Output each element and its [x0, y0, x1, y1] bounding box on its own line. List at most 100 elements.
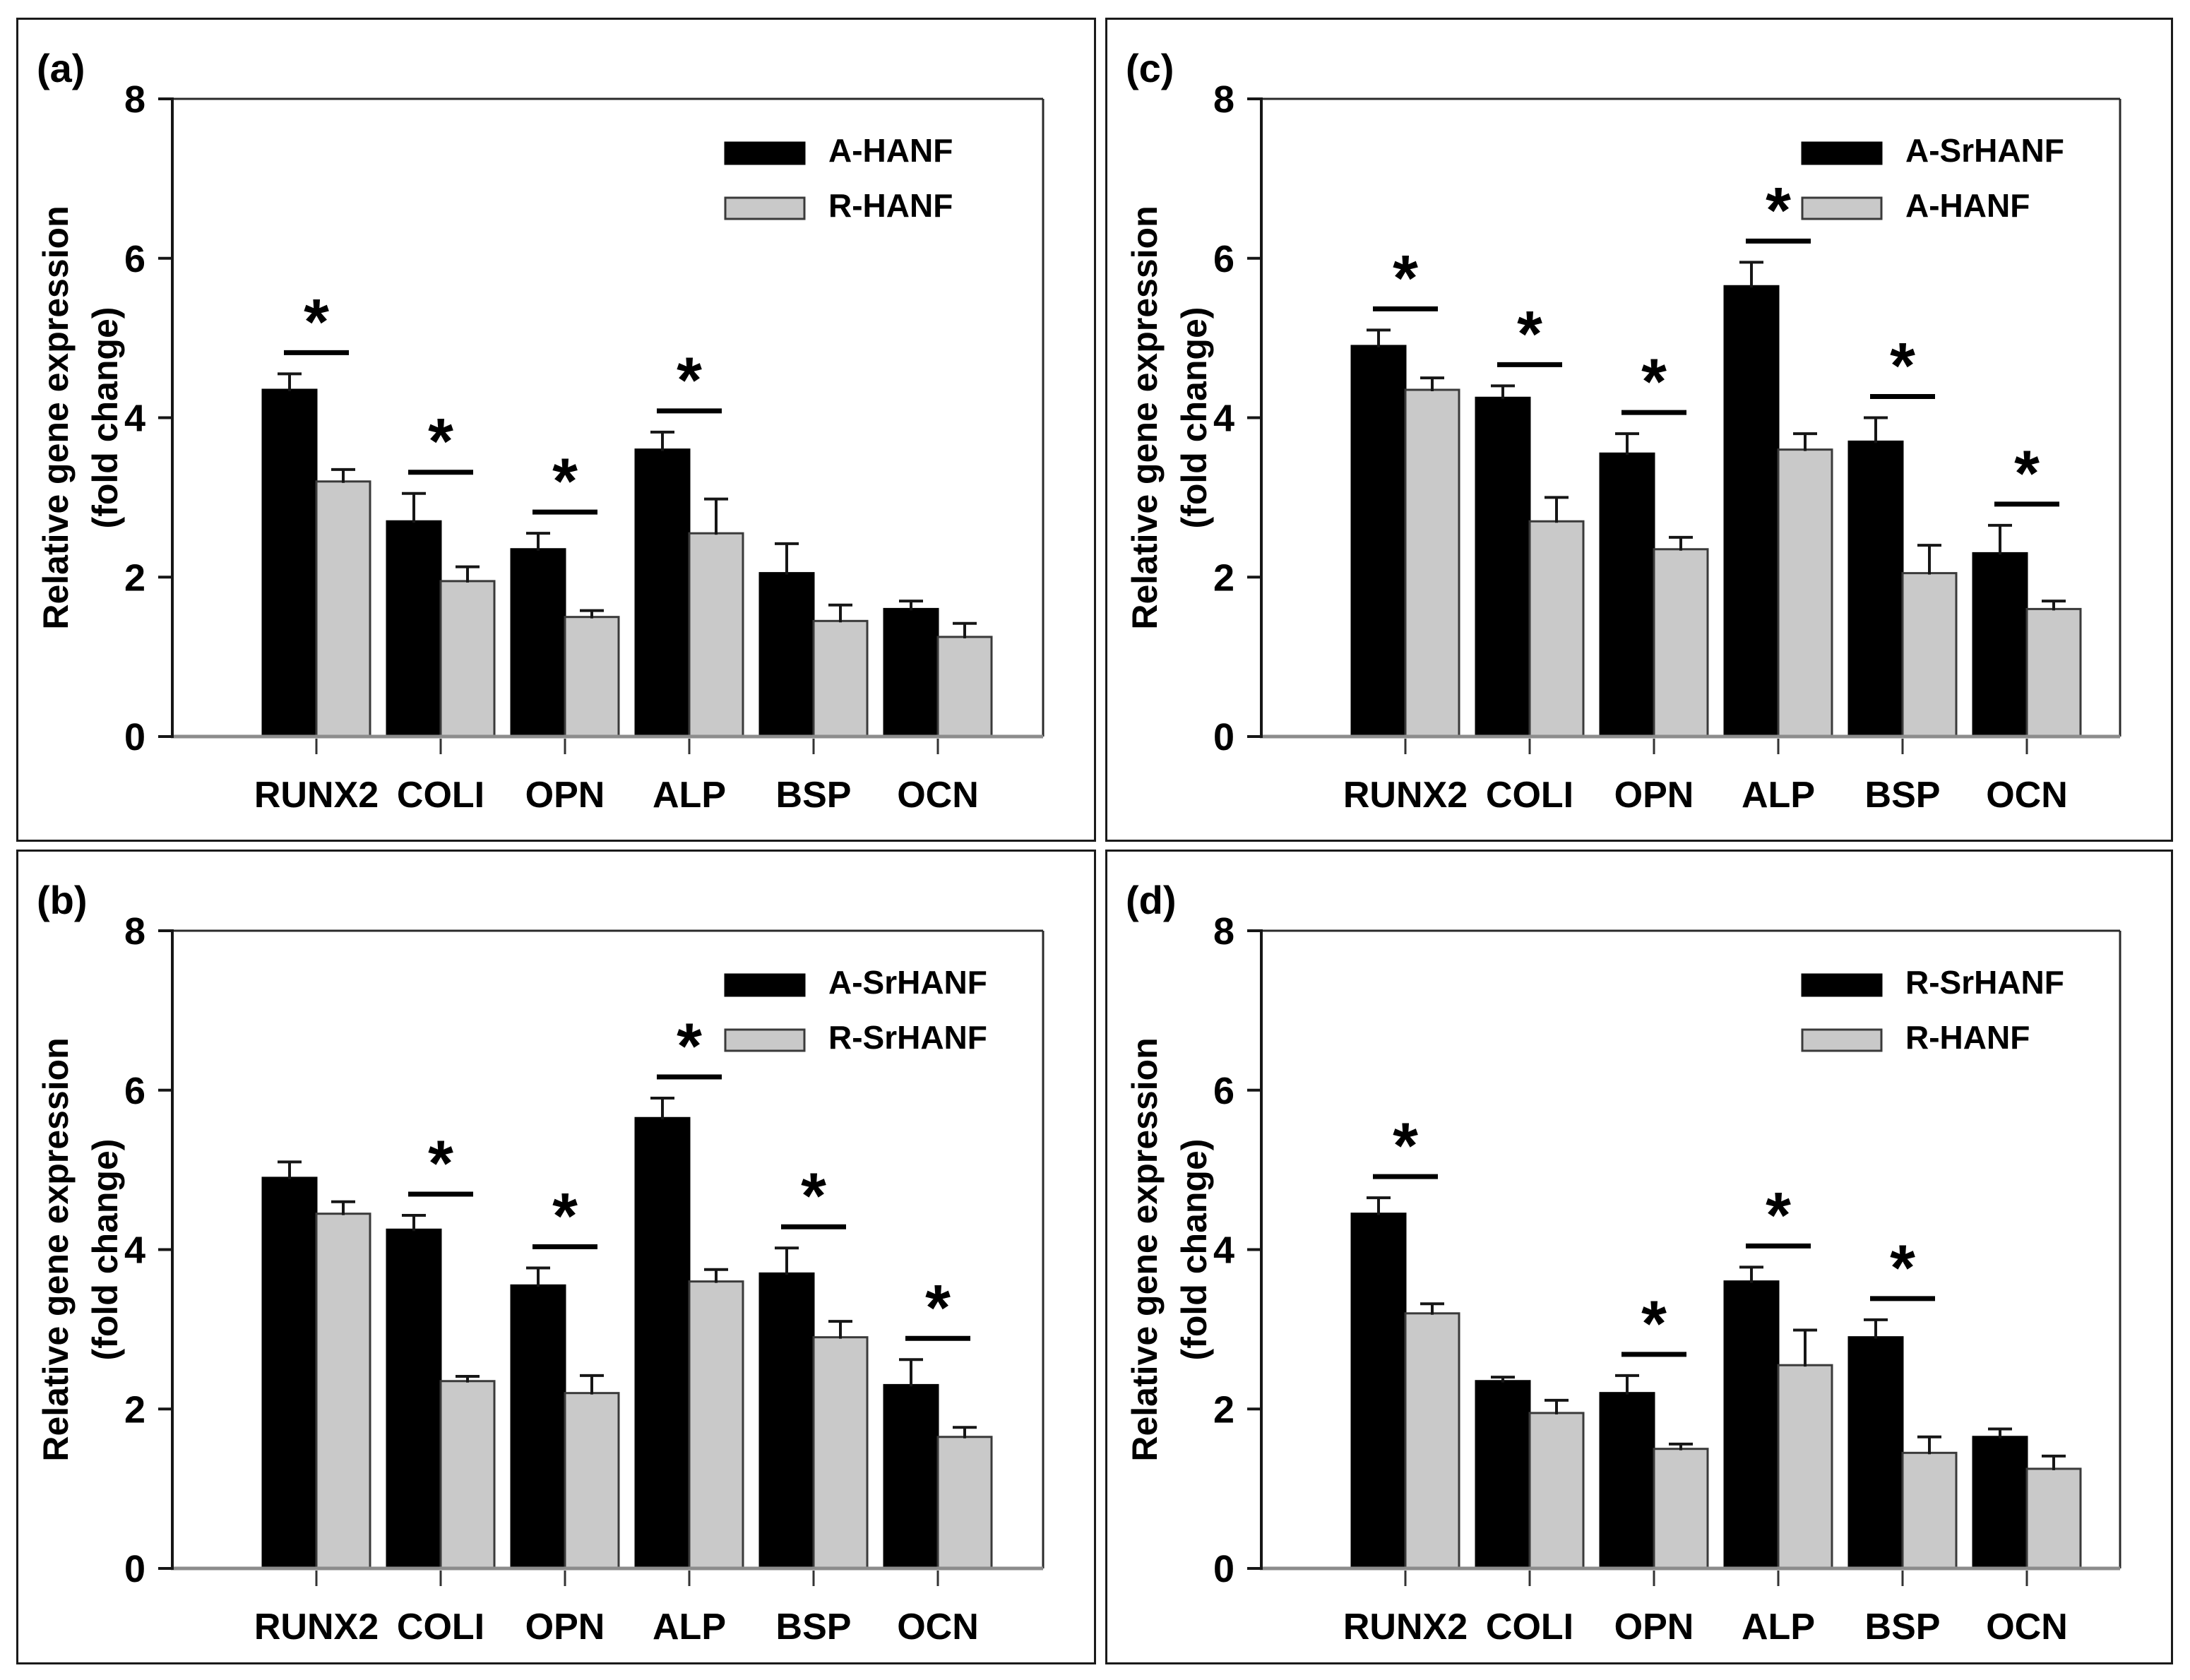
- legend-swatch-R-SrHANF: [1801, 973, 1883, 997]
- panel-label: (b): [37, 878, 88, 922]
- sig-asterisk-RUNX2: *: [304, 286, 329, 358]
- bar-RUNX2-R-HANF: [315, 480, 371, 738]
- x-tick-label: COLI: [397, 1607, 484, 1648]
- legend-swatch-R-SrHANF: [724, 1028, 806, 1052]
- sig-asterisk-BSP: *: [1890, 1232, 1915, 1304]
- legend-label-A-SrHANF: A-SrHANF: [828, 964, 987, 1001]
- bar-ALP-A-HANF: [634, 448, 691, 738]
- bar-ALP-A-SrHANF: [1723, 285, 1780, 738]
- bar-OPN-R-SrHANF: [1599, 1392, 1655, 1570]
- bar-OPN-A-HANF: [1653, 548, 1709, 738]
- sig-asterisk-BSP: *: [801, 1160, 826, 1232]
- x-tick-label: OCN: [1986, 1607, 2068, 1648]
- bar-BSP-A-SrHANF: [758, 1272, 815, 1570]
- x-tick-label: OPN: [1614, 1607, 1694, 1648]
- y-axis-title-line2: (fold change): [85, 1139, 125, 1361]
- y-tick-label: 4: [1213, 398, 1234, 440]
- sig-asterisk-OPN: *: [1641, 1288, 1667, 1360]
- x-tick-label: COLI: [397, 775, 484, 816]
- bar-ALP-R-HANF: [688, 532, 744, 738]
- y-tick-label: 6: [1213, 238, 1234, 280]
- y-tick-label: 6: [124, 238, 145, 280]
- x-tick-label: RUNX2: [1343, 775, 1468, 816]
- bar-OCN-A-HANF: [2025, 607, 2082, 738]
- bar-ALP-A-SrHANF: [634, 1116, 691, 1570]
- sig-asterisk-ALP: *: [1766, 174, 1791, 246]
- bar-BSP-R-SrHANF: [812, 1336, 869, 1570]
- x-tick-label: OPN: [525, 1607, 605, 1648]
- x-tick-label: BSP: [776, 775, 852, 816]
- bar-RUNX2-R-SrHANF: [1350, 1213, 1407, 1570]
- panel-d-chart: (d) Relative gene expression (fold change)…: [1125, 878, 2121, 1648]
- bar-BSP-A-HANF: [758, 572, 815, 738]
- x-tick-label: ALP: [653, 775, 726, 816]
- bar-RUNX2-A-SrHANF: [1350, 345, 1407, 738]
- y-tick-label: 0: [1213, 1548, 1234, 1590]
- panel-a-chart: (a) Relative gene expression (fold change)…: [36, 46, 1045, 816]
- y-tick-label: 4: [124, 1229, 145, 1272]
- bar-OCN-A-SrHANF: [883, 1383, 939, 1570]
- x-tick-label: OCN: [897, 775, 979, 816]
- panel-b: (b) Relative gene expression (fold change)…: [16, 850, 1096, 1664]
- bar-OCN-R-HANF: [936, 636, 993, 738]
- x-tick-label: ALP: [1742, 1607, 1815, 1648]
- sig-asterisk-COLI: *: [428, 1128, 453, 1200]
- panel-label: (d): [1126, 878, 1177, 922]
- bar-COLI-A-HANF: [386, 520, 442, 738]
- x-tick-label: ALP: [653, 1607, 726, 1648]
- bar-OCN-R-HANF: [2025, 1467, 2082, 1570]
- legend-swatch-A-HANF: [1801, 196, 1883, 220]
- bar-COLI-A-HANF: [1528, 520, 1585, 738]
- y-tick-label: 4: [124, 398, 145, 440]
- sig-asterisk-OPN: *: [552, 1180, 578, 1252]
- x-tick-label: OPN: [525, 775, 605, 816]
- y-tick-label: 4: [1213, 1229, 1234, 1272]
- bar-BSP-R-SrHANF: [1847, 1336, 1904, 1570]
- legend-label-R-SrHANF: R-SrHANF: [828, 1019, 987, 1056]
- x-tick-label: RUNX2: [254, 1607, 379, 1648]
- x-tick-label: COLI: [1486, 1607, 1573, 1648]
- y-tick-label: 0: [124, 716, 145, 758]
- y-tick-label: 8: [1213, 78, 1234, 121]
- legend-label-R-HANF: R-HANF: [1905, 1019, 2030, 1056]
- y-axis-title-line1: Relative gene expression: [1125, 205, 1165, 629]
- bar-OCN-R-SrHANF: [1972, 1436, 2028, 1570]
- y-axis-title-line1: Relative gene expression: [36, 205, 76, 629]
- bar-OPN-A-SrHANF: [1599, 452, 1655, 738]
- y-tick-label: 8: [124, 78, 145, 121]
- bar-ALP-R-SrHANF: [688, 1280, 744, 1570]
- x-tick-label: BSP: [776, 1607, 852, 1648]
- panel-label: (a): [37, 46, 85, 90]
- sig-asterisk-ALP: *: [677, 1011, 702, 1083]
- y-tick-label: 2: [124, 1388, 145, 1431]
- y-tick-label: 8: [1213, 910, 1234, 953]
- panel-a: (a) Relative gene expression (fold change)…: [16, 18, 1096, 842]
- bar-ALP-R-HANF: [1777, 1364, 1833, 1570]
- sig-asterisk-RUNX2: *: [1393, 1110, 1418, 1182]
- y-tick-label: 8: [124, 910, 145, 953]
- legend-swatch-A-HANF: [724, 141, 806, 165]
- panel-label: (c): [1126, 46, 1174, 90]
- x-tick-label: BSP: [1865, 775, 1941, 816]
- bar-ALP-R-SrHANF: [1723, 1280, 1780, 1570]
- bar-COLI-R-HANF: [1528, 1412, 1585, 1570]
- legend-swatch-A-SrHANF: [724, 973, 806, 997]
- bar-RUNX2-A-SrHANF: [261, 1176, 318, 1570]
- bar-OCN-A-HANF: [883, 607, 939, 738]
- bar-BSP-A-SrHANF: [1847, 440, 1904, 738]
- legend-swatch-R-HANF: [1801, 1028, 1883, 1052]
- bar-RUNX2-R-HANF: [1404, 1312, 1460, 1570]
- y-axis-title-line2: (fold change): [85, 307, 125, 529]
- panel-c: (c) Relative gene expression (fold change)…: [1105, 18, 2173, 842]
- bar-COLI-R-SrHANF: [1475, 1380, 1531, 1570]
- bar-RUNX2-A-HANF: [1404, 388, 1460, 738]
- bar-OPN-R-HANF: [564, 616, 620, 738]
- panel-b-chart: (b) Relative gene expression (fold change)…: [36, 878, 1045, 1648]
- legend-label-A-HANF: A-HANF: [828, 132, 953, 169]
- sig-asterisk-RUNX2: *: [1393, 242, 1418, 314]
- y-axis-title-line2: (fold change): [1174, 307, 1214, 529]
- x-tick-label: BSP: [1865, 1607, 1941, 1648]
- x-tick-label: RUNX2: [1343, 1607, 1468, 1648]
- y-tick-label: 6: [1213, 1070, 1234, 1112]
- legend-swatch-R-HANF: [724, 196, 806, 220]
